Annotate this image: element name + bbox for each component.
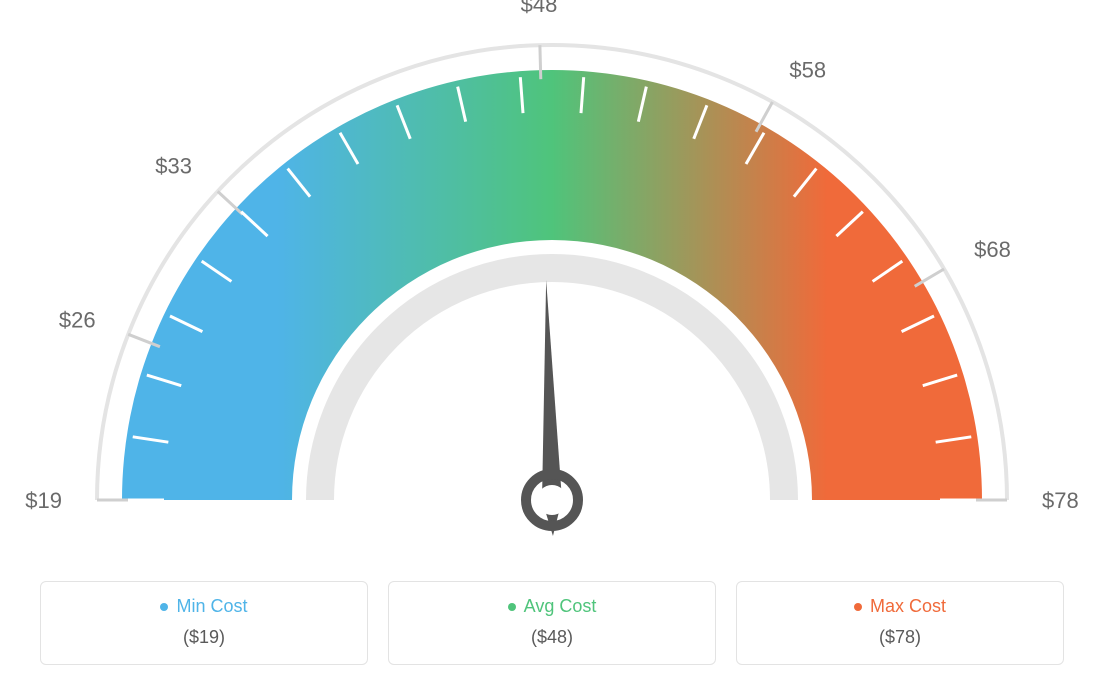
svg-text:$58: $58 <box>789 57 826 82</box>
legend-value-avg: ($48) <box>407 627 697 648</box>
legend-dot-max <box>854 603 862 611</box>
legend-row: Min Cost ($19) Avg Cost ($48) Max Cost (… <box>40 581 1064 665</box>
svg-text:$48: $48 <box>521 0 558 17</box>
legend-value-max: ($78) <box>755 627 1045 648</box>
legend-label-max: Max Cost <box>870 596 946 617</box>
svg-text:$78: $78 <box>1042 488 1079 513</box>
gauge-svg: $19 $26 $33 $48 $58 $68 $78 <box>0 0 1104 560</box>
svg-text:$68: $68 <box>974 237 1011 262</box>
legend-dot-avg <box>508 603 516 611</box>
legend-card-min: Min Cost ($19) <box>40 581 368 665</box>
legend-value-min: ($19) <box>59 627 349 648</box>
legend-dot-min <box>160 603 168 611</box>
gauge-area: $19 $26 $33 $48 $58 $68 $78 <box>0 0 1104 560</box>
legend-card-avg: Avg Cost ($48) <box>388 581 716 665</box>
svg-text:$33: $33 <box>155 154 192 179</box>
legend-title-min: Min Cost <box>160 596 247 617</box>
svg-text:$26: $26 <box>59 308 96 333</box>
legend-card-max: Max Cost ($78) <box>736 581 1064 665</box>
legend-title-avg: Avg Cost <box>508 596 597 617</box>
legend-label-min: Min Cost <box>176 596 247 617</box>
legend-title-max: Max Cost <box>854 596 946 617</box>
cost-gauge-widget: $19 $26 $33 $48 $58 $68 $78 Min Cost ($19) Avg… <box>0 0 1104 690</box>
svg-text:$19: $19 <box>25 488 62 513</box>
legend-label-avg: Avg Cost <box>524 596 597 617</box>
